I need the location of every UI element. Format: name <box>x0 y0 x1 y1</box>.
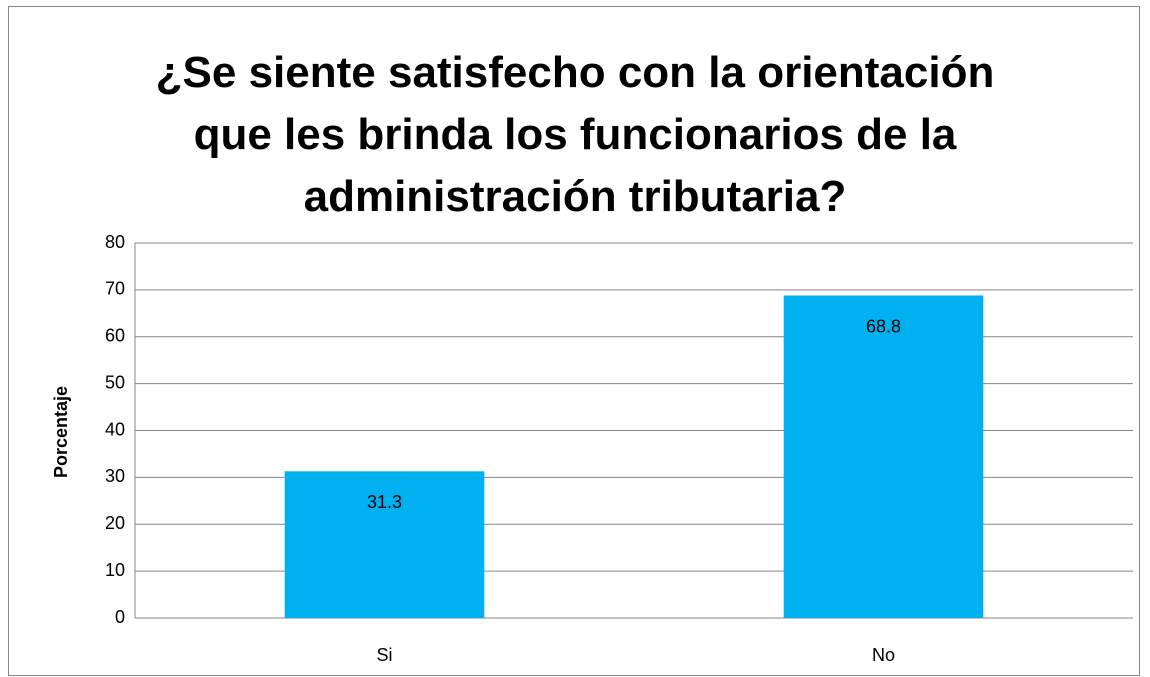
y-tick-label: 10 <box>105 560 125 580</box>
chart-frame <box>8 6 1140 676</box>
y-tick-label: 0 <box>115 607 125 627</box>
bar <box>284 471 485 618</box>
chart-title: ¿Se siente satisfecho con la orientación… <box>155 48 995 221</box>
x-tick-label: No <box>872 645 895 665</box>
y-tick-label: 70 <box>105 279 125 299</box>
y-tick-label: 50 <box>105 372 125 392</box>
data-label: 68.8 <box>866 316 901 336</box>
y-tick-label: 40 <box>105 419 125 439</box>
x-tick-label: Si <box>376 645 392 665</box>
y-tick-label: 60 <box>105 326 125 346</box>
y-tick-label: 20 <box>105 513 125 533</box>
bar <box>783 295 984 618</box>
data-label: 31.3 <box>367 492 402 512</box>
y-tick-label: 30 <box>105 466 125 486</box>
y-tick-label: 80 <box>105 232 125 252</box>
y-axis-label: Porcentaje <box>51 386 71 478</box>
